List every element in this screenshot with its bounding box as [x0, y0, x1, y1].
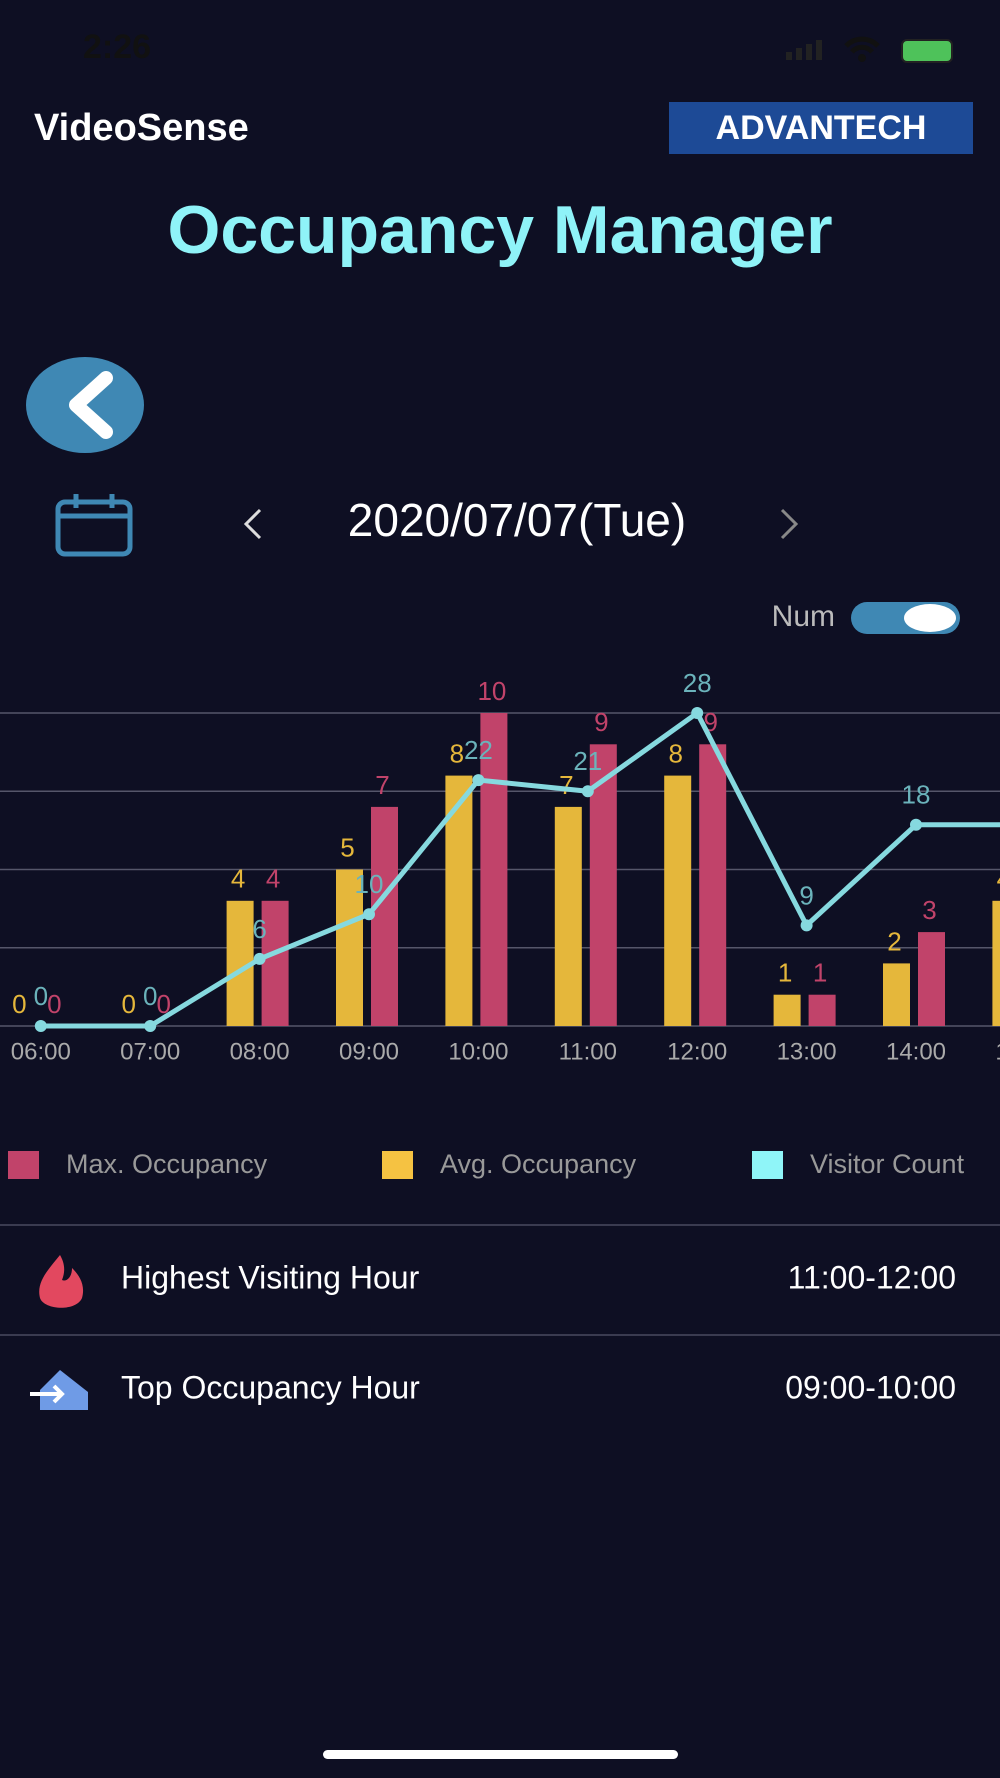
bar: [992, 900, 1000, 1026]
toggle-label: Num: [772, 600, 835, 633]
legend-swatch: [382, 1151, 413, 1179]
title: Occupancy Manager: [167, 192, 832, 268]
summary-label: Highest Visiting Hour: [121, 1259, 420, 1295]
value-label: 7: [559, 770, 573, 800]
value-label: 0: [121, 989, 135, 1019]
value-label: 4: [266, 864, 280, 894]
value-label: 10: [355, 869, 384, 899]
home-indicator: [323, 1750, 678, 1759]
legend-label: Avg. Occupancy: [440, 1149, 637, 1179]
bar: [336, 869, 363, 1026]
flame-icon: [39, 1255, 84, 1308]
summary-value: 11:00-12:00: [788, 1259, 956, 1295]
point: [144, 1020, 157, 1032]
x-tick-label: 15:00: [995, 1038, 1000, 1065]
line: [40, 710, 1000, 1029]
value-label: 8: [668, 738, 682, 768]
bar: [808, 994, 836, 1026]
x-tick-label: 08:00: [230, 1038, 290, 1065]
value-label: 10: [477, 676, 506, 706]
value-label: 28: [683, 668, 712, 698]
legend-label: Max. Occupancy: [66, 1149, 268, 1179]
x-tick-label: 12:00: [667, 1038, 727, 1065]
prev-day[interactable]: [243, 508, 262, 540]
legend-swatch: [752, 1151, 783, 1179]
point: [691, 707, 704, 719]
value-label: 0: [156, 989, 170, 1019]
brand: VideoSense: [34, 107, 249, 149]
bar: [773, 994, 801, 1026]
value-label: 0: [143, 981, 157, 1011]
point: [253, 952, 266, 965]
chart: 06:00 07:00 08:00 09:00 10:00 11:00 12:00 13:00…: [0, 668, 1000, 1179]
summary-value: 09:00-10:00: [785, 1369, 956, 1405]
x-tick-label: 07:00: [120, 1038, 180, 1065]
back-button[interactable]: [26, 357, 144, 453]
value-label: 7: [375, 770, 389, 800]
bar: [699, 744, 727, 1026]
point: [581, 785, 594, 798]
bar: [371, 806, 398, 1026]
value-label: 9: [799, 880, 813, 910]
bar: [554, 806, 582, 1026]
value-label: 6: [252, 914, 266, 944]
status-time: 2:26: [83, 28, 151, 66]
value-label: 9: [594, 707, 608, 737]
x-tick-label: 14:00: [886, 1038, 946, 1065]
value-label: 2: [887, 926, 901, 956]
bar: [883, 963, 910, 1026]
x-tick-label: 09:00: [339, 1038, 399, 1065]
bar: [589, 744, 617, 1026]
summary-label: Top Occupancy Hour: [121, 1369, 420, 1405]
value-label: 22: [464, 735, 493, 765]
value-label: 8: [450, 738, 464, 768]
value-label: 0: [12, 989, 26, 1019]
value-label: 1: [813, 958, 827, 988]
x-tick-label: 06:00: [11, 1038, 71, 1065]
value-label: 0: [34, 981, 48, 1011]
bar: [261, 900, 289, 1026]
num-toggle[interactable]: [851, 602, 960, 634]
value-label: 18: [902, 780, 931, 810]
point: [472, 774, 485, 787]
x-tick-label: 11:00: [559, 1038, 617, 1065]
value-label: 1: [778, 958, 792, 988]
point: [910, 818, 922, 831]
point: [800, 919, 813, 932]
value-label: 21: [573, 746, 602, 776]
point: [363, 908, 375, 921]
value-label: 4: [231, 864, 245, 894]
x-tick-label: 10:00: [448, 1038, 508, 1065]
status-icons: [786, 36, 953, 63]
bar: [918, 932, 945, 1026]
calendar-icon[interactable]: [55, 494, 133, 557]
date: 2020/07/07(Tue): [348, 494, 686, 546]
logo-box: [669, 102, 973, 154]
legend-label: Visitor Count: [810, 1149, 965, 1179]
bar: [480, 713, 508, 1026]
value-label: 4: [997, 864, 1000, 894]
value-label: 3: [922, 895, 936, 925]
bar: [664, 775, 692, 1026]
logo: ADVANTECH: [716, 109, 927, 147]
value-label: 0: [47, 989, 61, 1019]
point: [34, 1020, 47, 1032]
value-label: 5: [340, 832, 354, 862]
house-icon: [30, 1370, 88, 1410]
x-tick-label: 13:00: [777, 1038, 837, 1065]
next-day[interactable]: [780, 508, 799, 540]
legend-swatch: [8, 1151, 39, 1179]
